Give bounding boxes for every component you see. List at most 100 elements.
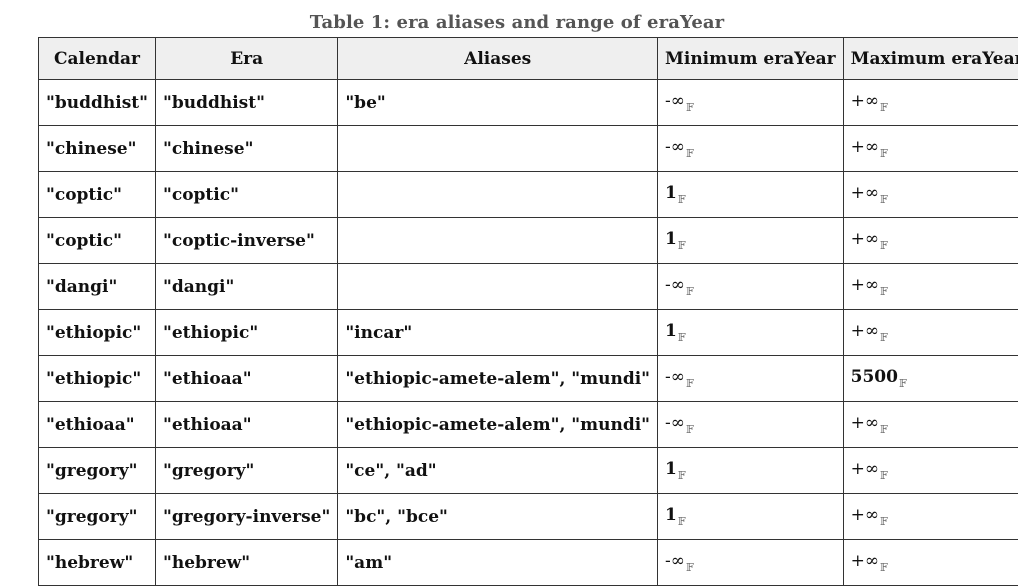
erayear-value: +∞ [851,183,879,203]
calendar-cell: "dangi" [39,264,156,310]
maximum-erayear-cell: +∞𝔽 [843,494,1018,540]
float-subscript: 𝔽 [880,561,888,574]
float-subscript: 𝔽 [686,377,694,390]
minimum-erayear-cell: 1𝔽 [658,218,844,264]
column-header-minimum-erayear: Minimum eraYear [658,38,844,80]
float-subscript: 𝔽 [880,469,888,482]
minimum-erayear-cell: -∞𝔽 [658,402,844,448]
float-subscript: 𝔽 [686,423,694,436]
erayear-value: 1 [665,459,677,479]
maximum-erayear-cell: +∞𝔽 [843,310,1018,356]
minimum-erayear-cell: 1𝔽 [658,172,844,218]
erayear-value: -∞ [665,91,685,111]
minimum-erayear-cell: -∞𝔽 [658,264,844,310]
aliases-cell [338,172,658,218]
era-cell: "coptic" [155,172,337,218]
float-subscript: 𝔽 [678,469,686,482]
erayear-value: +∞ [851,229,879,249]
erayear-value: +∞ [851,137,879,157]
erayear-value: 1 [665,183,677,203]
calendar-cell: "ethiopic" [39,310,156,356]
calendar-cell: "buddhist" [39,80,156,126]
erayear-value: 1 [665,229,677,249]
aliases-cell: "bc", "bce" [338,494,658,540]
float-subscript: 𝔽 [880,331,888,344]
calendar-cell: "coptic" [39,172,156,218]
calendar-cell: "hebrew" [39,540,156,586]
era-table: Calendar Era Aliases Minimum eraYear Max… [38,37,1018,586]
calendar-cell: "chinese" [39,126,156,172]
minimum-erayear-cell: -∞𝔽 [658,356,844,402]
header-row: Calendar Era Aliases Minimum eraYear Max… [39,38,1018,80]
era-cell: "buddhist" [155,80,337,126]
maximum-erayear-cell: +∞𝔽 [843,448,1018,494]
float-subscript: 𝔽 [686,147,694,160]
float-subscript: 𝔽 [686,285,694,298]
erayear-value: 5500 [851,367,898,387]
erayear-value: +∞ [851,321,879,341]
table-row: "gregory""gregory-inverse""bc", "bce"1𝔽+… [39,494,1018,540]
table-row: "chinese""chinese"-∞𝔽+∞𝔽 [39,126,1018,172]
float-subscript: 𝔽 [880,515,888,528]
column-header-maximum-erayear: Maximum eraYear [843,38,1018,80]
maximum-erayear-cell: 5500𝔽 [843,356,1018,402]
minimum-erayear-cell: 1𝔽 [658,448,844,494]
aliases-cell: "be" [338,80,658,126]
minimum-erayear-cell: 1𝔽 [658,494,844,540]
era-cell: "ethioaa" [155,356,337,402]
era-cell: "chinese" [155,126,337,172]
maximum-erayear-cell: +∞𝔽 [843,218,1018,264]
column-header-era: Era [155,38,337,80]
float-subscript: 𝔽 [678,331,686,344]
erayear-value: 1 [665,321,677,341]
maximum-erayear-cell: +∞𝔽 [843,264,1018,310]
erayear-value: -∞ [665,367,685,387]
erayear-value: +∞ [851,91,879,111]
aliases-cell [338,218,658,264]
era-cell: "ethiopic" [155,310,337,356]
column-header-calendar: Calendar [39,38,156,80]
table-row: "coptic""coptic"1𝔽+∞𝔽 [39,172,1018,218]
float-subscript: 𝔽 [880,101,888,114]
table-caption: Table 1: era aliases and range of eraYea… [0,12,1018,33]
float-subscript: 𝔽 [686,101,694,114]
float-subscript: 𝔽 [880,193,888,206]
aliases-cell: "am" [338,540,658,586]
minimum-erayear-cell: -∞𝔽 [658,80,844,126]
aliases-cell: "ce", "ad" [338,448,658,494]
float-subscript: 𝔽 [686,561,694,574]
float-subscript: 𝔽 [899,377,907,390]
erayear-value: +∞ [851,275,879,295]
calendar-cell: "ethiopic" [39,356,156,402]
maximum-erayear-cell: +∞𝔽 [843,172,1018,218]
float-subscript: 𝔽 [880,147,888,160]
aliases-cell [338,264,658,310]
erayear-value: 1 [665,505,677,525]
float-subscript: 𝔽 [678,515,686,528]
table-row: "hebrew""hebrew""am"-∞𝔽+∞𝔽 [39,540,1018,586]
float-subscript: 𝔽 [678,239,686,252]
erayear-value: +∞ [851,505,879,525]
era-cell: "dangi" [155,264,337,310]
minimum-erayear-cell: 1𝔽 [658,310,844,356]
table-row: "dangi""dangi"-∞𝔽+∞𝔽 [39,264,1018,310]
minimum-erayear-cell: -∞𝔽 [658,540,844,586]
column-header-aliases: Aliases [338,38,658,80]
float-subscript: 𝔽 [880,239,888,252]
aliases-cell: "ethiopic-amete-alem", "mundi" [338,356,658,402]
aliases-cell: "incar" [338,310,658,356]
erayear-value: -∞ [665,137,685,157]
erayear-value: +∞ [851,551,879,571]
table-body: "buddhist""buddhist""be"-∞𝔽+∞𝔽"chinese""… [39,80,1018,586]
erayear-value: +∞ [851,459,879,479]
erayear-value: +∞ [851,413,879,433]
era-cell: "hebrew" [155,540,337,586]
table-row: "gregory""gregory""ce", "ad"1𝔽+∞𝔽 [39,448,1018,494]
calendar-cell: "coptic" [39,218,156,264]
float-subscript: 𝔽 [678,193,686,206]
table-row: "ethiopic""ethiopic""incar"1𝔽+∞𝔽 [39,310,1018,356]
table-row: "ethioaa""ethioaa""ethiopic-amete-alem",… [39,402,1018,448]
float-subscript: 𝔽 [880,423,888,436]
minimum-erayear-cell: -∞𝔽 [658,126,844,172]
table-row: "coptic""coptic-inverse"1𝔽+∞𝔽 [39,218,1018,264]
